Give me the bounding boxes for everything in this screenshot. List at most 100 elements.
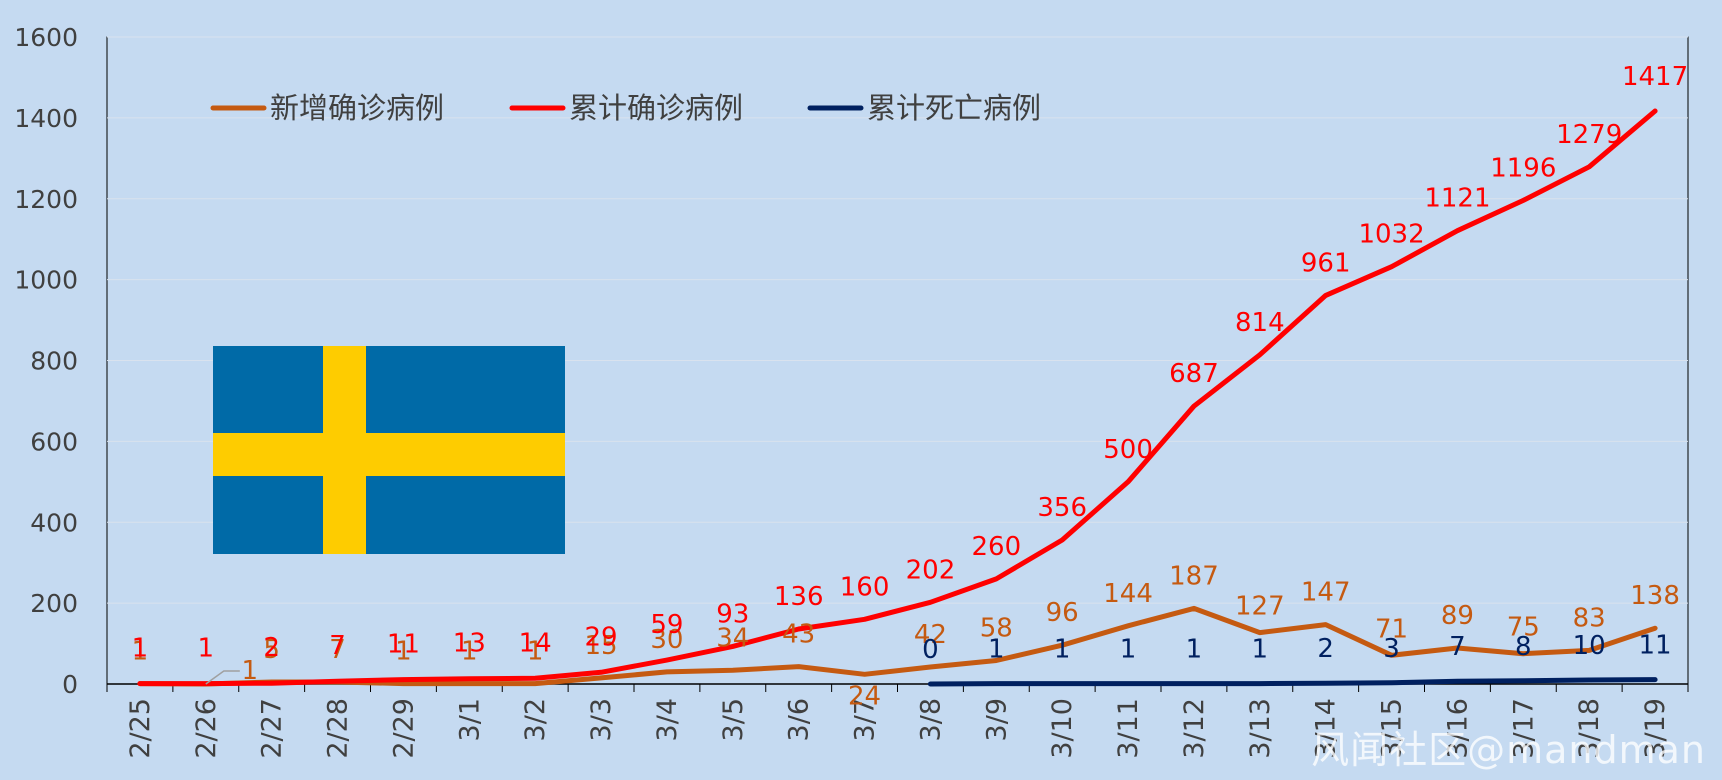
x-tick-label: 3/9 (981, 698, 1012, 741)
data-label: 1 (1054, 635, 1071, 665)
x-tick-label: 3/11 (1113, 698, 1144, 759)
x-tick-label: 3/8 (915, 698, 946, 741)
x-tick-label: 3/12 (1179, 698, 1210, 759)
data-label: 58 (980, 614, 1013, 644)
data-label: 1121 (1424, 184, 1490, 214)
y-tick-label: 600 (30, 427, 78, 456)
legend-label: 新增确诊病例 (270, 91, 444, 125)
x-tick-label: 3/5 (718, 698, 749, 741)
data-label: 11 (1639, 631, 1672, 661)
data-label: 75 (1507, 613, 1540, 643)
data-label: 34 (716, 623, 749, 653)
x-tick-label: 3/10 (1047, 698, 1078, 759)
x-tick-label: 3/4 (652, 698, 683, 741)
data-label: 5 (263, 635, 280, 665)
data-label: 93 (716, 599, 749, 629)
legend-label: 累计确诊病例 (569, 91, 743, 125)
x-tick-label: 3/1 (454, 698, 485, 741)
data-label: 144 (1103, 579, 1153, 609)
data-label: 1 (132, 634, 149, 664)
data-label: 127 (1235, 592, 1285, 622)
x-tick-label: 3/16 (1442, 698, 1473, 759)
data-label: 136 (774, 582, 824, 612)
data-label: 89 (1441, 601, 1474, 631)
data-label: 7 (1449, 632, 1466, 662)
data-label: 1 (395, 637, 412, 667)
y-tick-label: 800 (30, 347, 78, 376)
data-label: 1032 (1358, 220, 1424, 250)
x-tick-label: 3/18 (1574, 698, 1605, 759)
data-label: 43 (782, 620, 815, 650)
y-tick-label: 1400 (14, 104, 78, 133)
x-tick-label: 3/15 (1377, 698, 1408, 759)
series-line-1 (137, 108, 1658, 687)
y-tick-label: 1600 (14, 23, 78, 52)
data-label: 138 (1630, 581, 1680, 611)
data-label: 160 (840, 572, 890, 602)
y-tick-label: 0 (62, 670, 78, 699)
data-label: 187 (1169, 561, 1219, 591)
watermark: 风闻社区@mandman (1311, 728, 1706, 772)
data-label: 30 (650, 625, 683, 655)
data-label: 260 (971, 532, 1021, 562)
data-label: 1 (1120, 635, 1137, 665)
data-label: 1279 (1556, 120, 1622, 150)
x-tick-label: 2/27 (257, 698, 288, 759)
data-label: 0 (922, 635, 939, 665)
data-label: 11 (387, 630, 420, 660)
data-label: 1 (988, 635, 1005, 665)
x-tick-label: 3/14 (1311, 698, 1342, 759)
data-label: 96 (1046, 598, 1079, 628)
flag-cross-horizontal (213, 433, 565, 476)
y-tick-label: 400 (30, 508, 78, 537)
x-tick-label: 3/2 (520, 698, 551, 741)
x-tick-label: 3/17 (1508, 698, 1539, 759)
x-tick-label: 3/19 (1640, 698, 1671, 759)
data-label: 10 (1573, 631, 1606, 661)
data-label: 14 (519, 628, 552, 658)
label-leader-line (205, 670, 240, 685)
data-label: 59 (650, 610, 683, 640)
data-label: 7 (329, 635, 346, 665)
x-tick-label: 3/13 (1245, 698, 1276, 759)
data-label: 2 (263, 633, 280, 663)
data-label: 687 (1169, 359, 1219, 389)
data-label: 2 (1317, 634, 1334, 664)
data-label: 7 (329, 631, 346, 661)
x-tick-label: 3/7 (850, 698, 881, 741)
x-tick-label: 3/3 (586, 698, 617, 741)
data-label: 13 (453, 629, 486, 659)
y-tick-label: 1000 (14, 266, 78, 295)
series-line-2 (927, 677, 1658, 687)
legend-label: 累计死亡病例 (867, 91, 1041, 125)
series-line-0 (137, 605, 1658, 687)
data-label: 24 (848, 681, 881, 711)
data-label: 1196 (1490, 153, 1556, 183)
x-tick-label: 2/29 (388, 698, 419, 759)
data-label: 1 (1186, 635, 1203, 665)
y-tick-label: 1200 (14, 185, 78, 214)
data-label: 1 (527, 637, 544, 667)
x-tick-label: 2/28 (323, 698, 354, 759)
x-tick-label: 2/25 (125, 698, 156, 759)
data-label: 500 (1103, 435, 1153, 465)
data-label: 8 (1515, 632, 1532, 662)
data-label: 1 (132, 637, 149, 667)
y-tick-label: 200 (30, 589, 78, 618)
data-label: 83 (1573, 603, 1606, 633)
data-label: 814 (1235, 308, 1285, 338)
data-label: 1 (198, 634, 215, 664)
x-tick-label: 3/6 (784, 698, 815, 741)
data-label: 3 (1383, 634, 1400, 664)
data-label: 147 (1301, 578, 1351, 608)
data-label: 1 (461, 637, 478, 667)
data-label: 42 (914, 620, 947, 650)
data-label: 961 (1301, 248, 1351, 278)
data-label: 15 (585, 631, 618, 661)
data-label: 202 (906, 555, 956, 585)
data-label: 356 (1037, 493, 1087, 523)
data-label: 71 (1375, 614, 1408, 644)
data-label: 29 (585, 622, 618, 652)
